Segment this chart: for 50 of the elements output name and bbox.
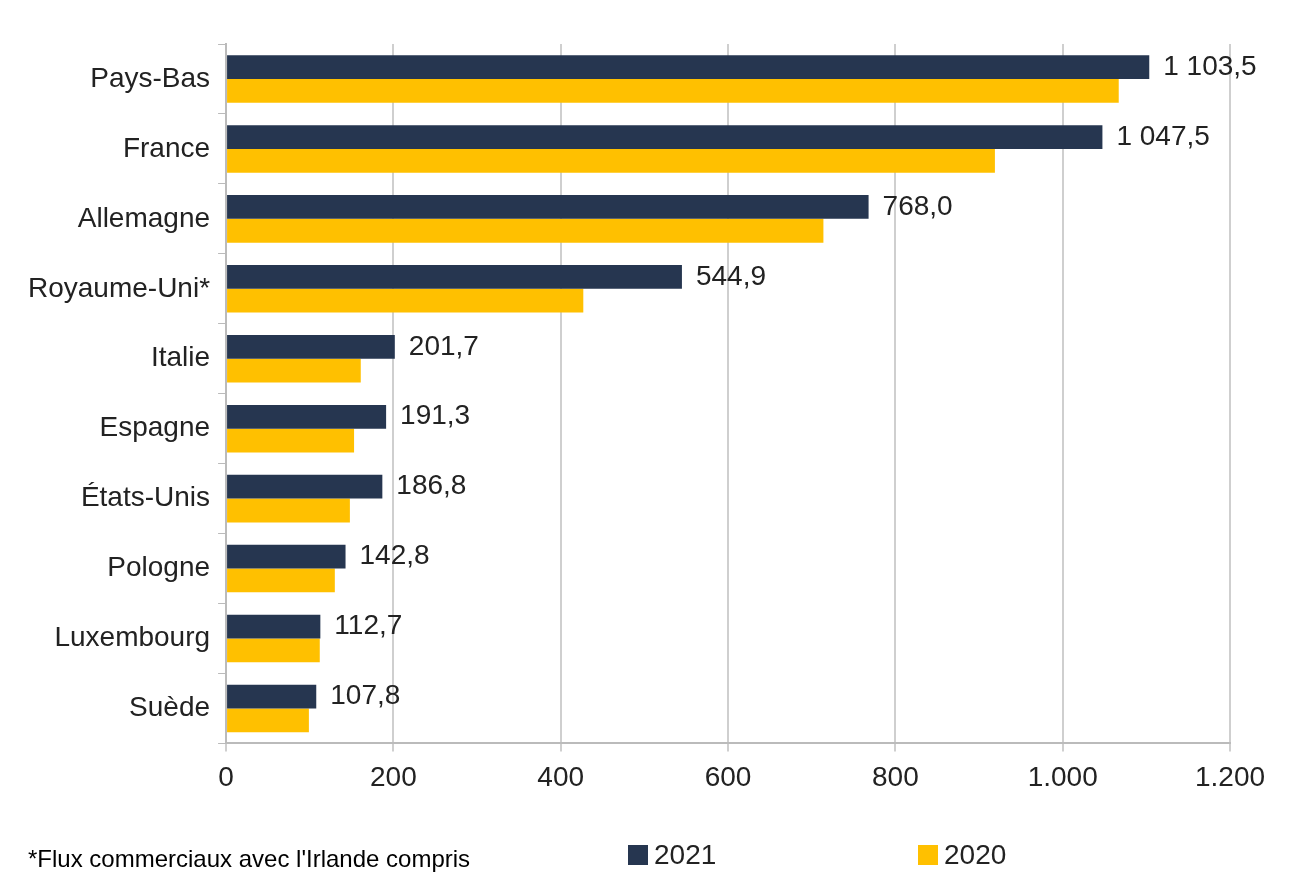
bar bbox=[227, 358, 361, 383]
bar bbox=[227, 544, 346, 569]
y-tick-label: Espagne bbox=[99, 411, 211, 443]
data-label: 186,8 bbox=[396, 469, 467, 501]
data-label: 107,8 bbox=[330, 679, 401, 711]
x-tick-label: 600 bbox=[704, 760, 752, 792]
bar bbox=[227, 474, 383, 499]
y-tick-label: Luxembourg bbox=[54, 621, 211, 653]
bar bbox=[227, 148, 995, 173]
data-label: 1 047,5 bbox=[1116, 119, 1210, 151]
data-label: 1 103,5 bbox=[1163, 49, 1257, 81]
bar bbox=[227, 684, 317, 709]
y-tick-label: Royaume-Uni* bbox=[27, 271, 211, 303]
x-tick-label: 1.200 bbox=[1194, 760, 1266, 792]
y-tick-label: Italie bbox=[150, 341, 211, 373]
data-label: 201,7 bbox=[408, 329, 479, 361]
legend-label: 2020 bbox=[944, 838, 1007, 870]
data-label: 142,8 bbox=[359, 539, 430, 571]
bar bbox=[227, 265, 682, 289]
bar bbox=[227, 288, 584, 313]
bar bbox=[227, 195, 869, 219]
text: *Flux commerciaux avec l'Irlande compris bbox=[28, 844, 471, 872]
bar bbox=[227, 55, 1150, 79]
bar bbox=[227, 428, 355, 453]
x-tick-label: 0 bbox=[218, 760, 234, 792]
y-tick-label: Pays-Bas bbox=[90, 61, 211, 93]
y-tick-label: Pologne bbox=[107, 551, 211, 583]
data-label: 544,9 bbox=[695, 259, 767, 291]
bar bbox=[227, 708, 309, 733]
y-tick-label: Suède bbox=[129, 691, 211, 723]
y-tick-label: France bbox=[122, 131, 211, 163]
bar bbox=[227, 614, 321, 639]
bar bbox=[227, 568, 335, 593]
bar bbox=[227, 125, 1103, 149]
y-tick-label: États-Unis bbox=[80, 481, 211, 513]
bar bbox=[227, 498, 350, 523]
bar bbox=[227, 218, 824, 243]
data-label: 768,0 bbox=[882, 189, 953, 221]
legend-label: 2021 bbox=[654, 838, 717, 870]
bar bbox=[227, 78, 1119, 103]
x-tick-label: 400 bbox=[537, 760, 585, 792]
bar bbox=[227, 334, 395, 359]
bar bbox=[227, 638, 320, 663]
bar bbox=[227, 404, 387, 429]
x-tick-label: 800 bbox=[872, 760, 919, 792]
data-label: 191,3 bbox=[400, 399, 471, 431]
data-label: 112,7 bbox=[334, 609, 403, 641]
x-tick-label: 200 bbox=[370, 760, 417, 792]
y-tick-label: Allemagne bbox=[77, 201, 211, 233]
x-tick-label: 1.000 bbox=[1027, 760, 1098, 792]
